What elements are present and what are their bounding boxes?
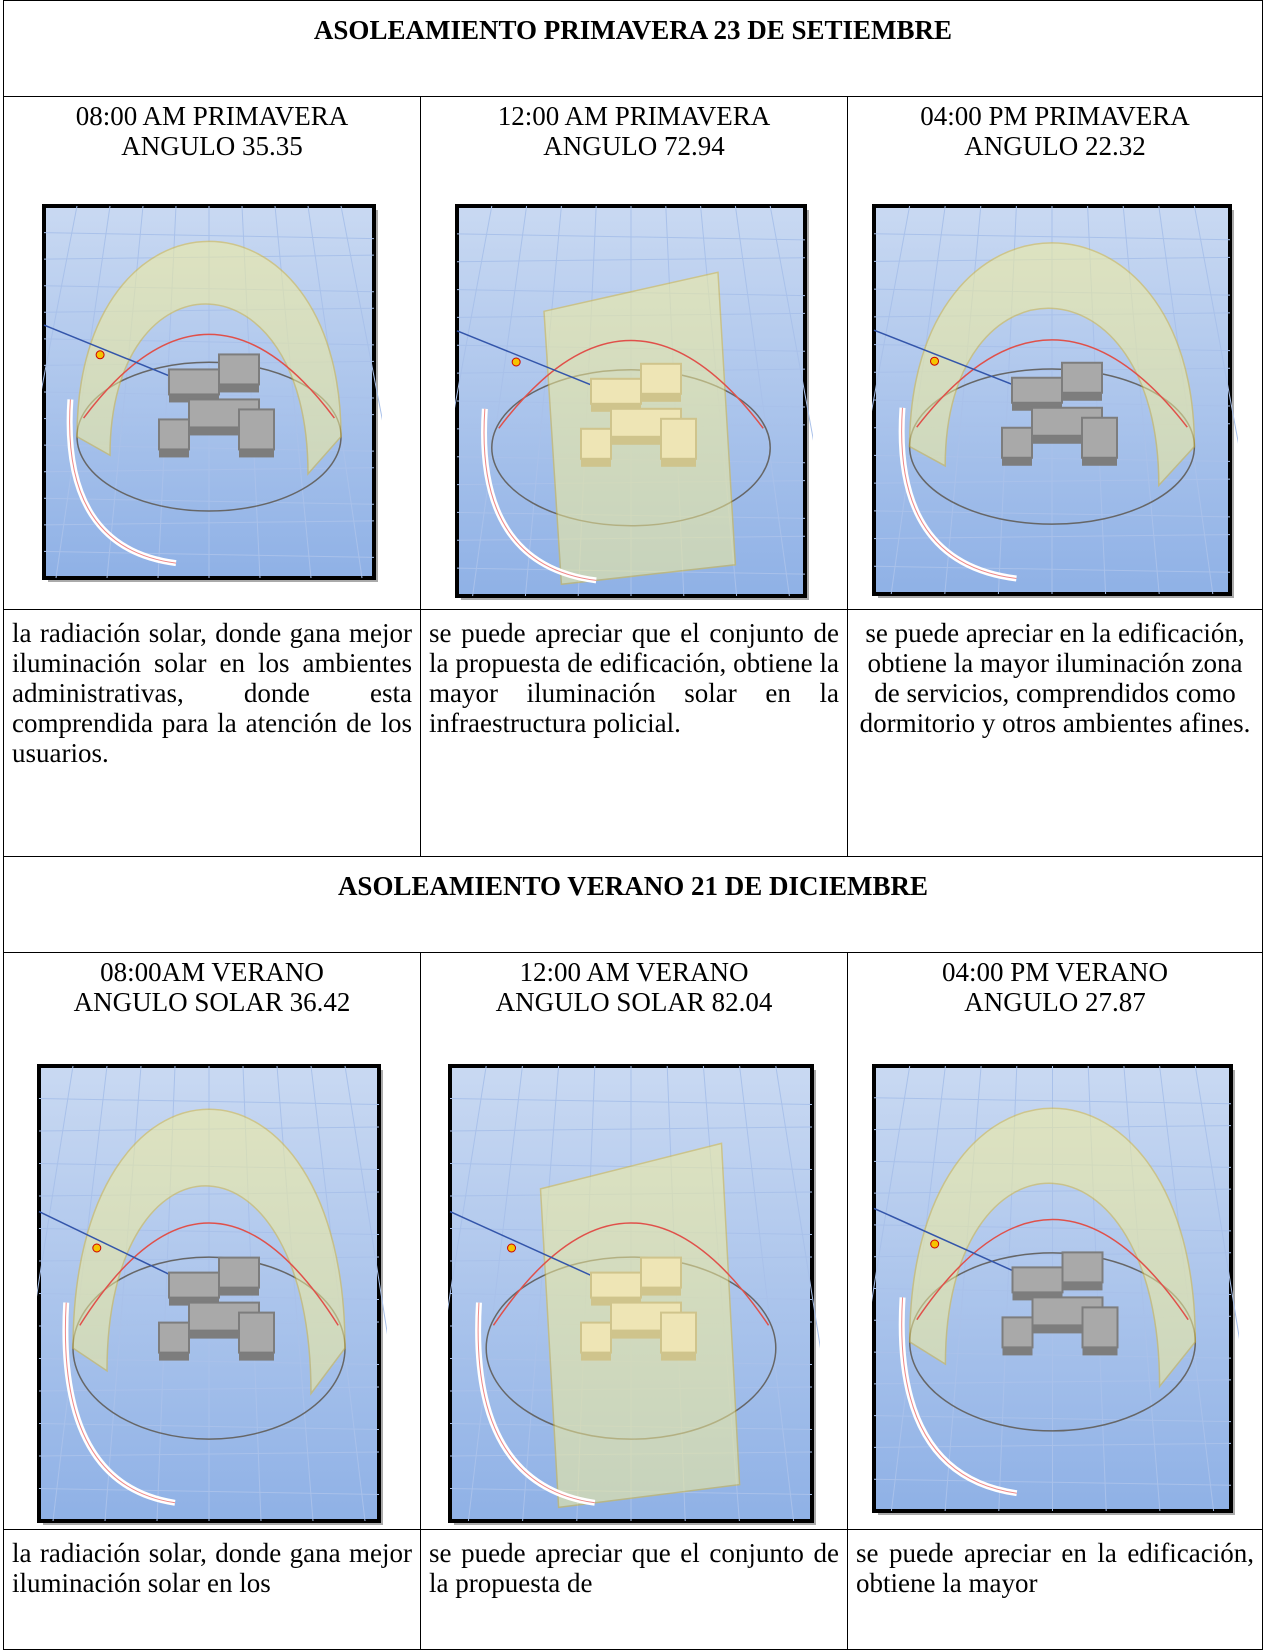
image-row: 08:00AM VERANO ANGULO SOLAR 36.42 12:00 AM… (3, 952, 1263, 1530)
cell-description: la radiación solar, donde gana mejor ilu… (3, 1529, 421, 1650)
description-row: la radiación solar, donde gana mejor ilu… (3, 1529, 1263, 1650)
image-cell: 12:00 AM PRIMAVERA ANGULO 72.94 (420, 96, 848, 610)
cell-heading: ANGULO 35.35 (121, 131, 303, 161)
section-title: ASOLEAMIENTO PRIMAVERA 23 DE SETIEMBRE (3, 0, 1263, 97)
cell-description: se puede apreciar en la edificación, obt… (847, 1529, 1263, 1650)
image-cell: 08:00 AM PRIMAVERA ANGULO 35.35 (3, 96, 421, 610)
sun-path-render (37, 1064, 387, 1525)
image-cell: 08:00AM VERANO ANGULO SOLAR 36.42 (3, 952, 421, 1530)
sun-path-render (42, 204, 382, 582)
spacer (421, 161, 847, 204)
cell-description: se puede apreciar que el conjunto de la … (420, 609, 848, 857)
cell-heading: ANGULO SOLAR 82.04 (495, 987, 773, 1017)
cell-heading: 12:00 AM PRIMAVERA (497, 101, 771, 131)
section-header-row: ASOLEAMIENTO PRIMAVERA 23 DE SETIEMBRE (3, 0, 1263, 97)
cell-heading: ANGULO 72.94 (543, 131, 725, 161)
cell-heading: ANGULO 22.32 (964, 131, 1146, 161)
image-row: 08:00 AM PRIMAVERA ANGULO 35.35 12:00 AM P… (3, 96, 1263, 610)
spacer (4, 161, 420, 204)
section-header-row: ASOLEAMIENTO VERANO 21 DE DICIEMBRE (3, 856, 1263, 953)
spacer (848, 1017, 1262, 1064)
image-cell: 04:00 PM PRIMAVERA ANGULO 22.32 (847, 96, 1263, 610)
spacer (4, 1017, 420, 1064)
sun-path-render (871, 1064, 1239, 1515)
sunlight-table: ASOLEAMIENTO PRIMAVERA 23 DE SETIEMBRE 08… (3, 0, 1263, 1650)
cell-heading: 04:00 PM VERANO (941, 957, 1169, 987)
cell-heading: 04:00 PM PRIMAVERA (920, 101, 1190, 131)
cell-heading: 08:00 AM PRIMAVERA (75, 101, 349, 131)
sun-path-render (448, 1064, 820, 1525)
image-cell: 04:00 PM VERANO ANGULO 27.87 (847, 952, 1263, 1530)
document: ASOLEAMIENTO PRIMAVERA 23 DE SETIEMBRE 08… (3, 0, 1263, 1650)
spacer (421, 1017, 847, 1064)
cell-description: se puede apreciar en la edificación, obt… (847, 609, 1263, 857)
image-cell: 12:00 AM VERANO ANGULO SOLAR 82.04 (420, 952, 848, 1530)
cell-heading: 08:00AM VERANO (100, 957, 324, 987)
cell-heading: ANGULO SOLAR 36.42 (73, 987, 351, 1017)
sun-path-render (455, 204, 813, 600)
cell-description: se puede apreciar que el conjunto de la … (420, 1529, 848, 1650)
cell-heading: 12:00 AM VERANO (519, 957, 749, 987)
section-title: ASOLEAMIENTO VERANO 21 DE DICIEMBRE (3, 856, 1263, 953)
sun-path-render (872, 204, 1238, 598)
cell-description: la radiación solar, donde gana mejor ilu… (3, 609, 421, 857)
spacer (848, 161, 1262, 204)
cell-heading: ANGULO 27.87 (964, 987, 1146, 1017)
description-row: la radiación solar, donde gana mejor ilu… (3, 609, 1263, 857)
